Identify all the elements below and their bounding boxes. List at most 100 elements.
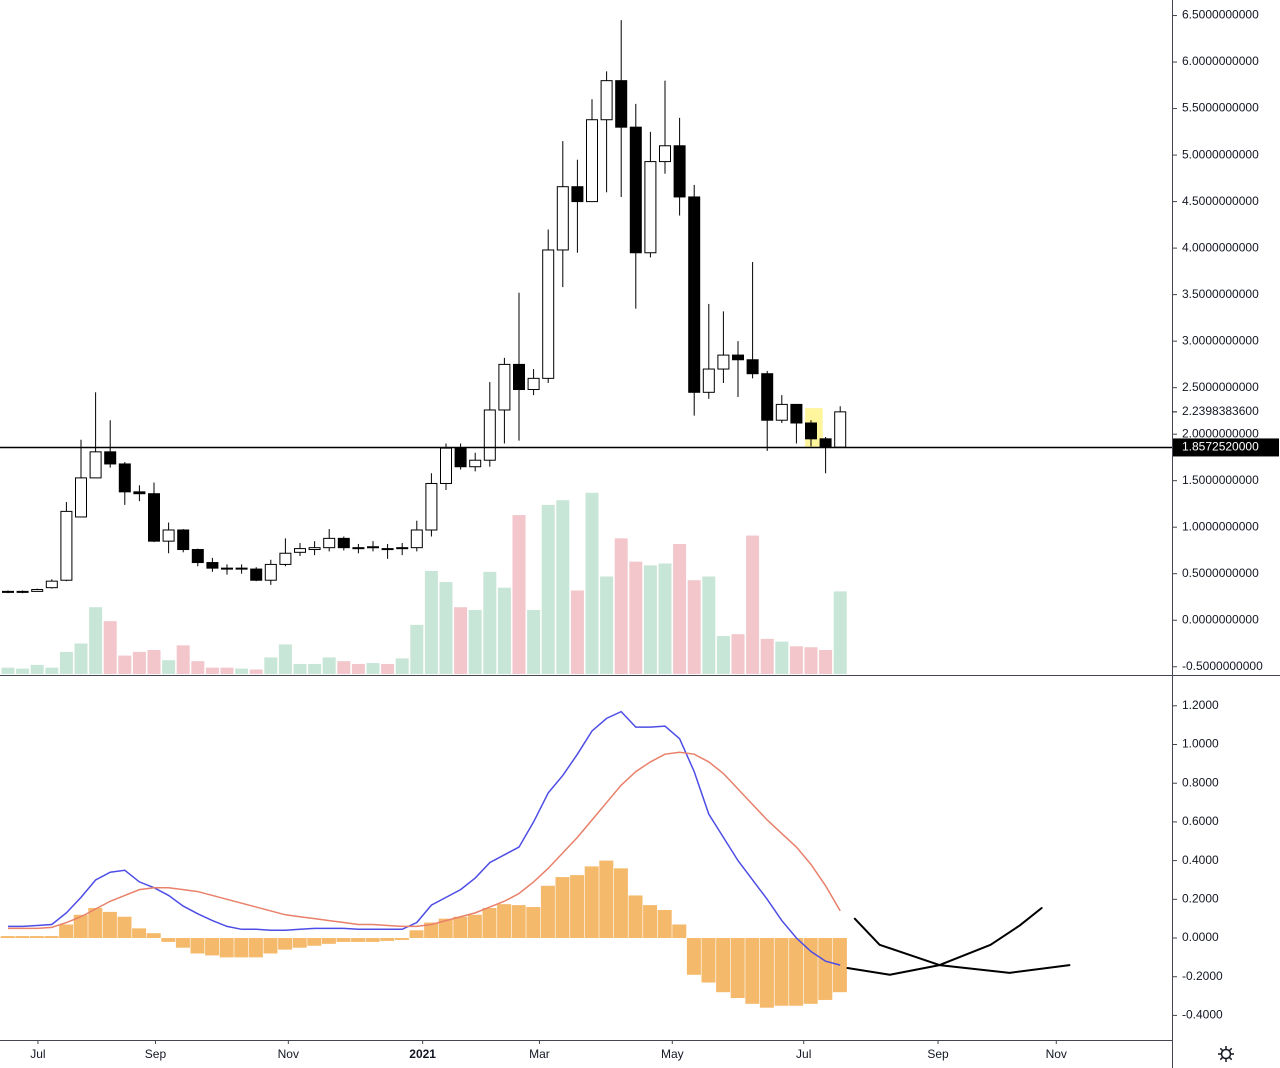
y-tick-label: 1.5000000000 xyxy=(1182,473,1259,487)
candle-body xyxy=(177,529,190,551)
histogram-bar xyxy=(161,938,176,942)
volume-bar xyxy=(351,663,365,674)
histogram-bar xyxy=(248,938,263,958)
histogram-bar xyxy=(657,909,672,939)
volume-bar xyxy=(308,663,322,674)
candle-body xyxy=(527,377,540,391)
candle-body xyxy=(688,196,701,393)
volume-bar xyxy=(45,667,59,674)
histogram-bar xyxy=(818,938,833,1000)
histogram-bar xyxy=(424,922,439,939)
volume-bar xyxy=(322,657,336,674)
y-tick-label: -0.2000 xyxy=(1182,969,1223,983)
y-tick-label: 1.0000000000 xyxy=(1182,519,1259,533)
volume-bar xyxy=(658,563,672,674)
histogram-bar xyxy=(482,908,497,939)
volume-bar xyxy=(249,669,263,674)
volume-bar xyxy=(235,668,249,674)
volume-bar xyxy=(59,651,73,674)
histogram-bar xyxy=(789,938,804,1006)
histogram-bar xyxy=(716,938,731,993)
volume-bar xyxy=(395,658,409,674)
candle-body xyxy=(118,463,131,493)
histogram-bar xyxy=(278,938,293,950)
candle-body xyxy=(600,80,613,121)
histogram-bar xyxy=(613,868,628,939)
candle-body xyxy=(615,80,628,128)
volume-bar xyxy=(16,668,30,674)
y-tick-label: 2.0000000000 xyxy=(1182,426,1259,440)
volume-bar xyxy=(570,590,584,674)
volume-bar xyxy=(614,538,628,674)
y-tick-label: 5.0000000000 xyxy=(1182,147,1259,161)
candle-body xyxy=(264,563,277,581)
candle-body xyxy=(323,537,336,549)
volume-bar xyxy=(702,576,716,674)
volume-bar xyxy=(278,644,292,674)
histogram-bar xyxy=(44,936,59,939)
volume-bar xyxy=(483,571,497,674)
candle-body xyxy=(396,547,409,550)
candle-body xyxy=(483,409,496,461)
candle-body xyxy=(16,590,29,593)
volume-bar xyxy=(89,607,103,674)
histogram-bar xyxy=(759,938,774,1008)
histogram-bar xyxy=(540,885,555,939)
candle-body xyxy=(191,549,204,564)
y-tick-label: 5.5000000000 xyxy=(1182,101,1259,115)
x-tick-label: Sep xyxy=(927,1047,949,1061)
volume-bar xyxy=(833,591,847,674)
histogram-bar xyxy=(730,938,745,999)
volume-bar xyxy=(30,664,44,674)
volume-bar xyxy=(191,661,205,674)
histogram-bar xyxy=(336,938,351,942)
histogram-bar xyxy=(394,938,409,940)
histogram-bar xyxy=(307,938,322,946)
y-tick-label: 4.0000000000 xyxy=(1182,240,1259,254)
volume-bar xyxy=(337,661,351,674)
candle-body xyxy=(162,529,175,542)
histogram-bar xyxy=(175,938,190,948)
candle-body xyxy=(586,119,599,203)
candle-body xyxy=(629,126,642,254)
y-tick-label: 2.5000000000 xyxy=(1182,380,1259,394)
volume-bar xyxy=(162,660,176,674)
histogram-bar xyxy=(599,860,614,939)
volume-bar xyxy=(468,609,482,674)
histogram-bar xyxy=(146,933,161,939)
candle-body xyxy=(498,363,511,411)
histogram-bar xyxy=(672,924,687,939)
volume-bar xyxy=(687,580,701,674)
x-tick-label: Sep xyxy=(145,1047,167,1061)
volume-bar xyxy=(497,587,511,674)
y-tick-label: 0.2000 xyxy=(1182,891,1219,905)
candle-body xyxy=(148,493,161,542)
candle-body xyxy=(2,590,15,593)
candle-body xyxy=(425,482,438,531)
candle-body xyxy=(381,548,394,551)
volume-bar xyxy=(716,636,730,674)
candle-body xyxy=(469,459,482,468)
histogram-bar xyxy=(511,905,526,939)
candle-body xyxy=(133,491,146,495)
candle-body xyxy=(454,447,467,468)
histogram-bar xyxy=(0,936,15,939)
candle-body xyxy=(819,438,832,448)
y-tick-label: 6.0000000000 xyxy=(1182,54,1259,68)
volume-bar xyxy=(643,565,657,674)
candle-body xyxy=(352,547,365,550)
candle-body xyxy=(834,411,847,448)
candle-body xyxy=(805,422,818,440)
volume-bar xyxy=(512,515,526,674)
volume-bar xyxy=(264,657,278,674)
histogram-bar xyxy=(555,877,570,939)
volume-bar xyxy=(541,504,555,674)
volume-bar xyxy=(293,663,307,674)
histogram-bar xyxy=(102,911,117,939)
y-tick-label: 0.4000 xyxy=(1182,853,1219,867)
candle-body xyxy=(45,580,58,589)
volume-bar xyxy=(731,634,745,674)
settings-icon[interactable] xyxy=(1218,1046,1234,1062)
candle-body xyxy=(367,546,380,549)
histogram-bar xyxy=(803,938,818,1004)
